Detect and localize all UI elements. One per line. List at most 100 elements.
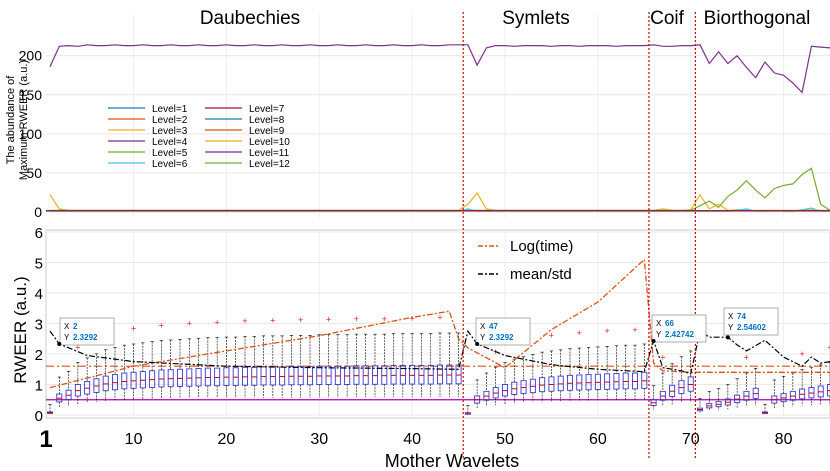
boxplot (260, 335, 267, 398)
boxplot-box (260, 366, 267, 386)
boxplot (399, 333, 406, 398)
datatip-marker (475, 341, 480, 346)
boxplot (678, 356, 685, 403)
bottom-x-tick-label: 60 (589, 431, 607, 448)
boxplot (418, 333, 425, 398)
family-label: Biorthogonal (704, 8, 811, 29)
top-y-axis-label-line1: The abundance of (5, 75, 17, 165)
boxplot-box (297, 366, 304, 386)
legend-label: Level=1 (152, 104, 188, 115)
boxplot: + (548, 331, 555, 402)
boxplot-outlier: + (605, 326, 610, 336)
boxplot-box (139, 371, 146, 389)
boxplot-outlier: + (660, 353, 665, 363)
boxplot-outlier: + (75, 342, 80, 352)
boxplot (306, 335, 314, 398)
boxplot (539, 351, 546, 402)
boxplot (706, 391, 713, 411)
bottom-y-ticks: 0 1 2 3 4 5 6 (35, 225, 43, 425)
boxplot-outlier: + (549, 331, 554, 341)
bottom-x-axis-label: Mother Wavelets (385, 451, 519, 471)
boxplot (427, 333, 434, 398)
boxplot: + (381, 314, 388, 398)
datatip-x-label: X (656, 319, 662, 328)
bottom-legend: Log(time) mean/std (478, 238, 573, 283)
boxplot-box (409, 364, 416, 385)
boxplot (789, 372, 796, 407)
boxplot: + (269, 316, 276, 398)
datatip-y-label: Y (728, 323, 734, 332)
datatip-marker (725, 335, 730, 340)
top-y-tick-label: 200 (19, 48, 43, 64)
log-time-line (49, 258, 830, 389)
boxplot (334, 334, 341, 398)
boxplot-box (232, 367, 239, 386)
bottom-x-tick-label: 50 (496, 431, 514, 448)
datatip-x-value: 2 (73, 322, 78, 331)
boxplot-box (353, 365, 360, 385)
boxplot: + (604, 326, 611, 401)
boxplot (780, 376, 787, 408)
top-y-tick-label: 0 (34, 204, 42, 220)
boxplot-box (167, 369, 174, 388)
boxplot: + (436, 313, 444, 398)
datatip-box (59, 317, 115, 346)
boxplot-outlier: + (632, 325, 637, 335)
boxplot (316, 334, 323, 398)
boxplot (483, 372, 490, 407)
boxplot: + (186, 319, 193, 399)
datatip-x-value: 47 (489, 322, 498, 331)
boxplot (149, 341, 156, 400)
boxplot (121, 344, 128, 400)
boxplot-outlier: + (242, 316, 247, 326)
datatip: X 74Y 2.54602 (723, 307, 779, 340)
boxplot-box (251, 366, 258, 386)
datatip-y-label: Y (64, 333, 70, 342)
family-label: Symlets (502, 8, 570, 29)
bottom-y-tick-label: 5 (35, 256, 43, 273)
boxplot-box (344, 365, 351, 385)
boxplot (734, 378, 741, 408)
boxplot: + (353, 314, 360, 398)
datatip-x-label: X (64, 322, 70, 331)
boxplot-outlier: + (382, 314, 387, 324)
legend-label: Level=11 (249, 148, 290, 159)
boxplot-box (158, 369, 165, 388)
boxplot (817, 364, 824, 405)
boxplot-box (418, 364, 425, 385)
boxplot-box (371, 365, 379, 385)
datatip-x-value: 66 (665, 319, 674, 328)
boxplot-outlier: + (131, 324, 136, 334)
bottom-y-tick-label: 2 (35, 347, 43, 364)
boxplot-outlier: + (800, 349, 805, 359)
boxplot (223, 336, 230, 398)
datatip-box (651, 314, 707, 343)
legend-label: Level=6 (152, 159, 188, 170)
boxplot-box (288, 366, 295, 386)
boxplot (641, 343, 648, 400)
top-y-tick-label: 150 (19, 87, 43, 103)
boxplot-box (223, 367, 230, 386)
bottom-x-ticks: 1 10 20 30 40 50 60 70 80 (39, 426, 792, 453)
boxplot (65, 370, 72, 407)
boxplot (585, 347, 592, 401)
legend-label: Level=8 (249, 115, 285, 126)
boxplot: + (631, 325, 639, 400)
boxplot (455, 332, 462, 398)
boxplot (176, 339, 184, 399)
reference-lines (46, 365, 830, 401)
boxplot (808, 366, 815, 406)
datatip-y-label: Y (656, 330, 662, 339)
boxplot-outlier: + (270, 316, 275, 326)
boxplot (288, 335, 295, 398)
boxplot (771, 379, 778, 409)
boxplot-box (399, 364, 406, 385)
boxplot (139, 342, 146, 400)
datatip: X 66Y 2.42742 (651, 314, 707, 343)
boxplot: + (297, 315, 304, 398)
bottom-y-tick-label: 3 (35, 317, 43, 334)
top-panel: 0 50 100 150 200 Daubechies Symlets Coif Biorth… (5, 8, 830, 220)
top-legend: Level=1Level=2Level=3Level=4Level=5Level… (108, 104, 290, 170)
